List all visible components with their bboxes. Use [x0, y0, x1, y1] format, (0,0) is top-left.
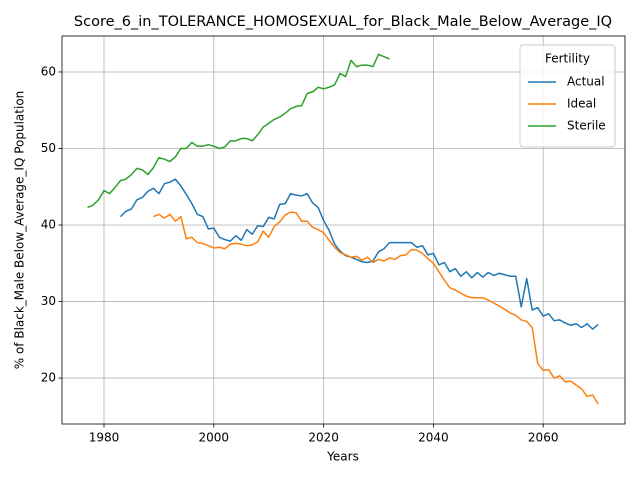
- x-tick-label: 2020: [308, 431, 339, 445]
- line-series: [153, 211, 599, 405]
- y-tick-label: 20: [41, 371, 56, 385]
- x-tick-label: 2060: [528, 431, 559, 445]
- legend-label: Actual: [567, 75, 605, 89]
- line-series: [87, 53, 390, 209]
- x-axis-label: Years: [326, 450, 359, 464]
- plot-frame: [61, 35, 626, 425]
- y-tick-label: 60: [41, 64, 56, 78]
- y-tick-label: 50: [41, 141, 56, 155]
- x-tick-label: 2000: [199, 431, 230, 445]
- y-tick-label: 40: [41, 218, 56, 232]
- chart-title: Score_6_in_TOLERANCE_HOMOSEXUAL_for_Blac…: [74, 14, 612, 30]
- x-tick-label: 2040: [418, 431, 449, 445]
- y-axis-label: % of Black_Male Below_Average_IQ Populat…: [13, 91, 27, 370]
- legend-label: Ideal: [567, 97, 596, 111]
- y-tick-label: 30: [41, 294, 56, 308]
- legend-label: Sterile: [567, 119, 606, 133]
- x-tick-label: 1980: [89, 431, 120, 445]
- legend-title: Fertility: [545, 52, 590, 66]
- legend-box: [519, 44, 616, 148]
- line-series: [119, 178, 599, 330]
